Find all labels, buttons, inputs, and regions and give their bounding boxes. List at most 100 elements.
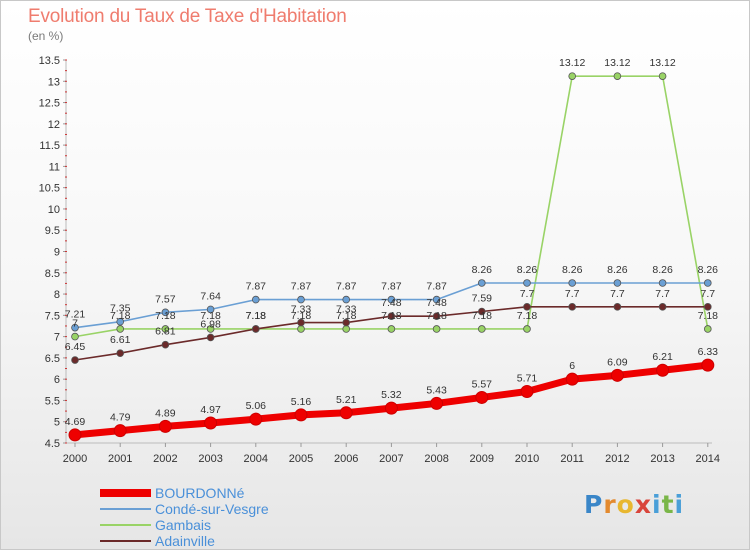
data-point [703,325,712,333]
data-point [297,325,305,333]
data-point [206,325,215,333]
data-point [568,303,576,311]
data-label: 4.69 [65,416,86,428]
legend-swatch [100,524,151,526]
y-tick-label: 5 [54,417,60,429]
y-tick-label: 4.5 [45,438,60,450]
legend-label: Gambais [155,517,212,533]
data-label: 5.21 [336,394,357,406]
data-label: 6.45 [65,341,86,353]
data-label: 8.26 [698,264,719,276]
x-tick-label: 2010 [515,453,539,465]
data-label: 5.57 [472,378,493,390]
x-tick-label: 2007 [379,453,403,465]
x-tick-label: 2011 [560,453,584,465]
data-label: 4.97 [200,404,221,416]
data-label: 8.26 [562,264,583,276]
y-tick-label: 9.5 [45,225,60,237]
data-label: 7.18 [246,310,267,322]
data-label: 8.26 [517,264,538,276]
proxiti-logo: Proxiti [584,490,684,519]
data-point [161,308,170,317]
y-tick-label: 13.5 [39,55,60,67]
data-point [432,295,441,304]
x-tick-label: 2002 [153,453,177,465]
data-point [565,372,579,386]
legend-label: BOURDONNé [155,485,245,501]
data-label: 8.26 [652,264,673,276]
data-label: 7.18 [246,310,267,322]
data-label: 4.89 [155,407,176,419]
data-label: 7.87 [426,281,447,293]
data-point [701,358,715,372]
data-point [158,419,172,433]
data-point [161,340,170,349]
data-label: 8.26 [607,264,628,276]
x-tick-label: 2004 [244,453,268,465]
y-tick-label: 7 [54,332,60,344]
data-label: 13.12 [604,57,630,69]
data-label: 13.12 [559,57,585,69]
data-point [297,318,305,327]
data-point [204,416,218,430]
legend-swatch [100,540,151,542]
y-tick-label: 6.5 [45,353,60,365]
data-label: 5.06 [246,400,267,412]
data-point [206,333,215,342]
x-tick-label: 2006 [334,453,358,465]
data-label: 7.48 [381,297,402,309]
data-label: 7.7 [655,288,670,300]
chart-subtitle: (en %) [28,29,64,43]
data-label: 7.87 [381,281,402,293]
data-label: 8.26 [472,264,493,276]
x-tick-label: 2003 [198,453,222,465]
y-tick-label: 11.5 [39,140,60,152]
data-point [475,390,489,404]
y-tick-label: 10 [48,204,60,216]
data-point [387,295,396,304]
data-label: 6.98 [200,318,221,330]
data-point [477,307,486,316]
data-point [523,325,531,333]
data-label: 13.12 [649,57,675,69]
data-label: 7.18 [336,310,357,322]
data-point [384,401,398,415]
data-label: 7.18 [155,310,176,322]
data-label: 7.18 [426,310,447,322]
data-point [610,368,624,382]
data-label: 5.71 [517,373,538,385]
data-label: 7.59 [472,293,493,305]
logo-letter: x [634,490,652,519]
data-point [206,305,215,314]
chart-title: Evolution du Taux de Taxe d'Habitation [28,6,347,27]
data-label: 7.18 [698,310,719,322]
x-tick-label: 2009 [470,453,494,465]
logo-letter: i [674,490,685,519]
data-point [71,356,79,364]
y-tick-label: 11 [49,161,60,173]
data-point [71,332,79,341]
data-point [71,323,79,332]
data-point [68,428,82,442]
data-point [297,295,305,304]
data-point [523,279,531,287]
data-point [387,325,396,333]
data-point [703,303,712,311]
y-tick-label: 13 [48,76,60,88]
data-point [432,325,441,333]
data-point [432,312,441,320]
data-point [116,317,124,326]
data-label: 7.18 [291,310,312,322]
data-point [342,325,351,333]
data-label: 6.61 [110,334,131,346]
data-label: 7.48 [426,297,447,309]
logo-letter: i [652,490,662,519]
data-label: 7.18 [517,310,538,322]
logo-letter: P [584,490,604,519]
logo-letter: t [661,490,675,519]
data-label: 6.81 [155,326,176,338]
data-label: 7.18 [381,310,402,322]
x-tick-label: 2000 [63,453,87,465]
data-point [658,279,667,287]
data-point [387,312,396,320]
